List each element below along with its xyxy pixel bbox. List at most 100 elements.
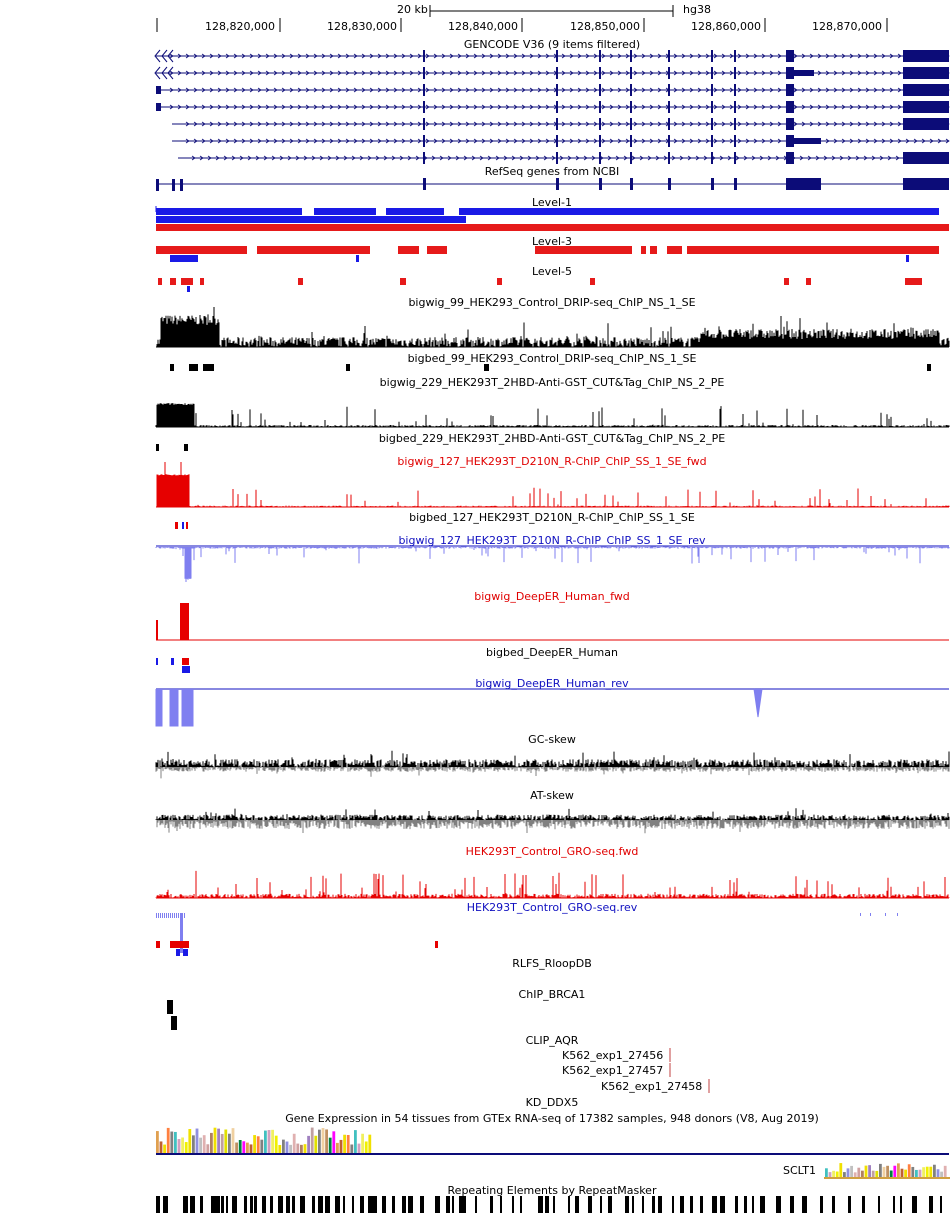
strand-arrow <box>681 138 686 144</box>
track-title-bigwig229[interactable]: bigwig_229_HEK293T_2HBD-Anti-GST_CUT&Tag… <box>379 376 725 389</box>
track-title-chipbrca1[interactable]: ChIP_BRCA1 <box>518 988 586 1001</box>
repeat-element <box>190 1196 195 1213</box>
strand-arrow <box>641 53 646 59</box>
track-title-gencode[interactable]: GENCODE V36 (9 items filtered) <box>463 38 641 51</box>
gtex-bar <box>156 1131 159 1153</box>
strand-arrow <box>377 70 382 76</box>
track-title-level3[interactable]: Level-3 <box>531 235 572 248</box>
track-title-grofwd[interactable]: HEK293T_Control_GRO-seq.fwd <box>465 845 639 858</box>
strand-arrow <box>737 104 742 110</box>
track-title-gcskew[interactable]: GC-skew <box>528 733 576 746</box>
track-title-deeperfwd[interactable]: bigwig_DeepER_Human_fwd <box>474 590 630 603</box>
exon <box>599 84 601 96</box>
track-title-bigbed127[interactable]: bigbed_127_HEK293T_D210N_R-ChIP_ChIP_SS_… <box>409 511 695 524</box>
track-title-bigbed229[interactable]: bigbed_229_HEK293T_2HBD-Anti-GST_CUT&Tag… <box>378 432 726 445</box>
strand-arrow <box>521 104 526 110</box>
repeat-element <box>352 1196 354 1213</box>
strand-arrow <box>487 155 492 161</box>
strand-arrow <box>249 53 254 59</box>
repeat-element <box>452 1196 454 1213</box>
track-title-bigwig99[interactable]: bigwig_99_HEK293_Control_DRIP-seq_ChIP_N… <box>408 296 696 309</box>
repeat-element <box>392 1196 395 1213</box>
track-title-refseq[interactable]: RefSeq genes from NCBI <box>484 165 620 178</box>
repeat-element <box>900 1196 902 1213</box>
strand-arrow <box>545 138 550 144</box>
gtex-bar <box>889 1170 893 1177</box>
strand-arrow <box>233 87 238 93</box>
clip-item-label[interactable]: K562_exp1_27458 <box>601 1080 703 1093</box>
strand-arrow <box>729 53 734 59</box>
track-title-level1[interactable]: Level-1 <box>531 196 572 209</box>
strand-arrow <box>513 70 518 76</box>
repeat-element <box>215 1196 220 1213</box>
strand-arrow <box>633 121 638 127</box>
strand-arrow <box>561 87 566 93</box>
clip-item-label[interactable]: K562_exp1_27456 <box>562 1049 664 1062</box>
strand-arrow <box>495 155 500 161</box>
strand-arrow <box>497 104 502 110</box>
strand-arrow <box>841 121 846 127</box>
strand-arrow <box>593 70 598 76</box>
strand-arrow <box>393 138 398 144</box>
strand-arrow <box>393 121 398 127</box>
gro-rev-signal <box>178 913 179 918</box>
track-title-bigbed99[interactable]: bigbed_99_HEK293_Control_DRIP-seq_ChIP_N… <box>407 352 697 365</box>
track-title-clipaqr[interactable]: CLIP_AQR <box>525 1034 579 1047</box>
strand-arrow <box>201 70 206 76</box>
exon <box>668 152 670 164</box>
strand-arrow <box>769 138 774 144</box>
strand-arrow <box>241 87 246 93</box>
track-title-atskew[interactable]: AT-skew <box>530 789 574 802</box>
strand-arrow <box>233 53 238 59</box>
strand-arrow <box>809 53 814 59</box>
clip-item-label[interactable]: K562_exp1_27457 <box>562 1064 664 1077</box>
strand-arrow <box>505 87 510 93</box>
strand-arrow <box>745 87 750 93</box>
track-title-rlfs[interactable]: RLFS_RloopDB <box>512 957 592 970</box>
strand-arrow <box>353 104 358 110</box>
exon <box>711 84 713 96</box>
strand-arrow <box>345 87 350 93</box>
exon <box>630 118 632 130</box>
strand-arrow <box>329 138 334 144</box>
track-title-level5[interactable]: Level-5 <box>531 265 572 278</box>
strand-arrow <box>305 138 310 144</box>
strand-arrow <box>489 104 494 110</box>
repeat-element <box>802 1196 807 1213</box>
gro-rev-signal <box>164 913 165 918</box>
strand-arrow <box>169 104 174 110</box>
track-title-deeperrev[interactable]: bigwig_DeepER_Human_rev <box>475 677 629 690</box>
strand-arrow <box>687 155 692 161</box>
strand-arrow <box>377 121 382 127</box>
strand-arrow <box>775 155 780 161</box>
strand-arrow <box>169 53 174 59</box>
strand-arrow <box>569 138 574 144</box>
strand-arrow <box>801 53 806 59</box>
repeat-element <box>700 1196 703 1213</box>
strand-arrow <box>441 87 446 93</box>
track-title-grorev[interactable]: HEK293T_Control_GRO-seq.rev <box>466 901 638 914</box>
track-title-rmsk[interactable]: Repeating Elements by RepeatMasker <box>447 1184 657 1197</box>
strand-arrow <box>193 121 198 127</box>
repeat-element <box>848 1196 851 1213</box>
exon <box>711 50 713 62</box>
track-title-bigwig127fwd[interactable]: bigwig_127_HEK293T_D210N_R-ChIP_ChIP_SS_… <box>397 455 707 468</box>
strand-arrow <box>449 53 454 59</box>
track-title-deeperbed[interactable]: bigbed_DeepER_Human <box>485 646 618 659</box>
strand-arrow <box>721 104 726 110</box>
strand-arrow <box>897 138 902 144</box>
track-title-kdddx5[interactable]: KD_DDX5 <box>525 1096 579 1109</box>
strand-arrow <box>385 87 390 93</box>
strand-arrow <box>865 70 870 76</box>
gtex-bar <box>202 1135 206 1153</box>
strand-arrow <box>561 138 566 144</box>
track-title-gtex[interactable]: Gene Expression in 54 tissues from GTEx … <box>285 1112 819 1125</box>
strand-arrow <box>201 104 206 110</box>
gtex-bar <box>260 1139 264 1153</box>
track-title-bigwig127rev[interactable]: bigwig_127_HEK293T_D210N_R-ChIP_ChIP_SS_… <box>398 534 706 547</box>
strand-arrow <box>601 121 606 127</box>
strand-arrow <box>217 87 222 93</box>
gtex-gene-label[interactable]: SCLT1 <box>783 1164 816 1177</box>
